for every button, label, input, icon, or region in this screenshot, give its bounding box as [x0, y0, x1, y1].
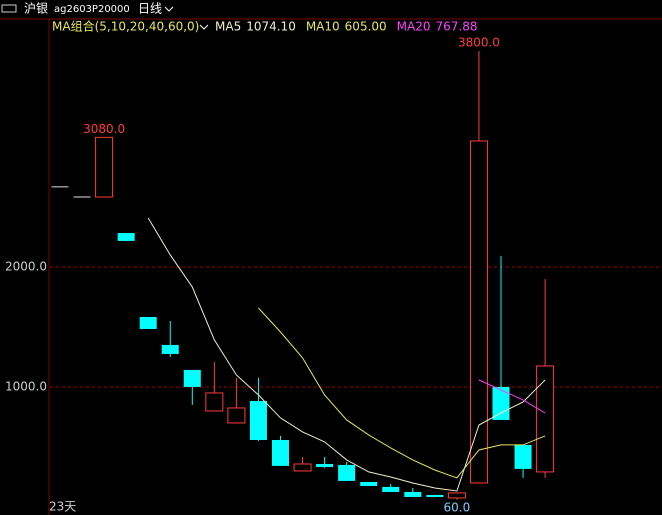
candle-body: [249, 401, 267, 440]
legend-name: MA10: [306, 20, 340, 34]
ma-title[interactable]: MA组合(5,10,20,40,60,0): [52, 19, 199, 34]
y-tick-label: 2000.0: [5, 259, 47, 273]
legend-value: 605.00: [345, 20, 387, 34]
candle-body: [205, 392, 224, 412]
y-tick-label: 1000.0: [5, 379, 47, 393]
candle-body: [426, 494, 444, 497]
candle-body: [227, 407, 246, 424]
ma-line: [258, 307, 546, 479]
candle-body: [293, 463, 312, 472]
candle-body: [469, 140, 488, 484]
chevron[interactable]: [199, 24, 209, 30]
candle-body: [95, 136, 114, 198]
legend-name: MA5: [215, 20, 241, 34]
candle-body: [272, 440, 289, 466]
legend-name: MA20: [397, 20, 431, 34]
annotation: 3080.0: [83, 122, 125, 136]
candle-body: [447, 492, 466, 499]
candle-body: [316, 464, 334, 467]
candle-body: [161, 344, 179, 354]
candle-body: [360, 482, 378, 486]
annotation: 3800.0: [458, 35, 500, 49]
candle-body: [338, 464, 356, 481]
symbol-code: ag2603P20000: [54, 4, 130, 15]
candle-body: [183, 369, 201, 387]
candle-body: [492, 386, 510, 420]
count-label: 23天: [49, 500, 76, 514]
candle-body: [139, 317, 157, 329]
period[interactable]: 日线: [138, 2, 162, 16]
candle-body: [382, 486, 400, 492]
icon: [1, 4, 17, 13]
legend-value: 1074.10: [246, 20, 296, 34]
legend-value: 767.88: [436, 20, 478, 34]
ma-line: [478, 379, 546, 414]
ma-line: [147, 217, 546, 492]
candle-body: [404, 491, 422, 497]
candle-body: [514, 444, 532, 469]
symbol-name: 沪银: [24, 2, 48, 16]
candle-body: [117, 233, 135, 241]
candle-body: [536, 365, 555, 473]
annotation: 60.0: [444, 500, 471, 514]
chevron[interactable]: [164, 6, 174, 12]
